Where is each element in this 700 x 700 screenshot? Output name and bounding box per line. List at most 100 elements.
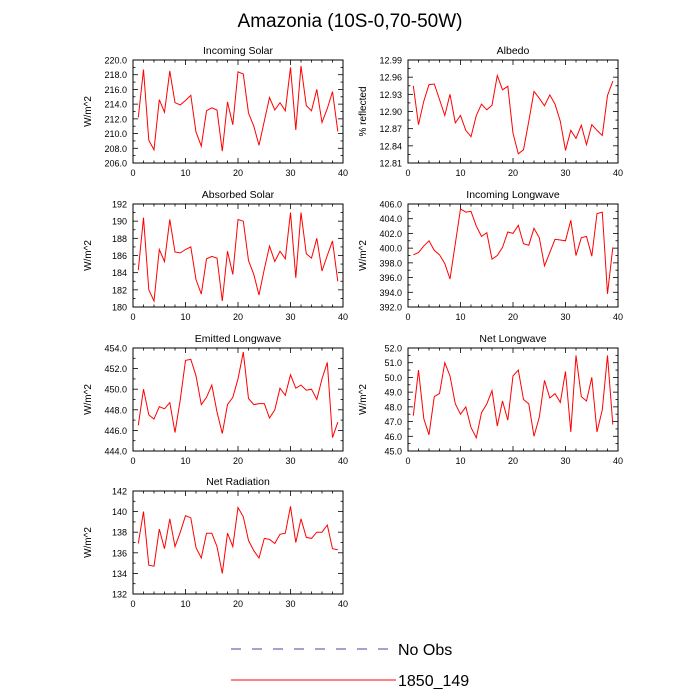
net-longwave-ytick-label: 49.0	[384, 388, 402, 398]
incoming-longwave-ytick-label: 400.0	[379, 244, 402, 254]
net-radiation-ytick-label: 138	[112, 528, 127, 538]
legend-label-1850-149: 1850_149	[398, 673, 469, 690]
net-longwave-ytick-label: 46.0	[384, 432, 402, 442]
emitted-longwave-title: Emitted Longwave	[195, 333, 282, 345]
incoming-longwave-xtick-label: 10	[455, 312, 465, 322]
emitted-longwave-ytick-label: 446.0	[104, 426, 127, 436]
incoming-solar-ytick-label: 216.0	[104, 85, 127, 95]
albedo-xtick-label: 40	[613, 168, 623, 178]
panel-incoming-solar: Incoming Solar W/m^2 0 10 20 30 40 206.0 208.0 21…	[83, 45, 348, 178]
incoming-longwave-title: Incoming Longwave	[466, 189, 560, 201]
net-radiation-ytick-label: 132	[112, 590, 127, 600]
net-radiation-xtick-label: 10	[180, 599, 190, 609]
incoming-longwave-xtick-label: 0	[405, 312, 410, 322]
net-radiation-ytick-label: 142	[112, 487, 127, 497]
incoming-longwave-xtick-label: 30	[560, 312, 570, 322]
legend-label-no-obs: No Obs	[398, 642, 452, 659]
incoming-solar-ylabel: W/m^2	[83, 96, 94, 127]
figure-title: Amazonia (10S-0,70-50W)	[238, 11, 463, 32]
net-radiation-xtick-label: 20	[233, 599, 243, 609]
absorbed-solar-xtick-label: 10	[180, 312, 190, 322]
incoming-solar-xtick-label: 10	[180, 168, 190, 178]
incoming-solar-ytick-label: 218.0	[104, 70, 127, 80]
net-longwave-xtick-label: 20	[508, 456, 518, 466]
incoming-solar-xtick-label: 20	[233, 168, 243, 178]
absorbed-solar-ytick-label: 186	[112, 251, 127, 261]
net-radiation-series-1850-149	[137, 505, 338, 574]
incoming-longwave-ytick-label: 394.0	[379, 288, 402, 298]
albedo-xtick-label: 10	[455, 168, 465, 178]
incoming-longwave-xtick-label: 20	[508, 312, 518, 322]
incoming-longwave-ytick-label: 404.0	[379, 214, 402, 224]
albedo-title: Albedo	[497, 45, 530, 57]
absorbed-solar-series-1850-149	[137, 212, 339, 303]
panel-albedo: Albedo % reflected 0 10 20 30 40 12.81 12.84 12.8…	[358, 45, 623, 178]
emitted-longwave-ytick-label: 454.0	[104, 344, 127, 354]
emitted-longwave-frame	[132, 347, 344, 452]
net-longwave-xtick-label: 0	[405, 456, 410, 466]
albedo-ytick-label: 12.99	[379, 56, 402, 66]
net-longwave-series-1850-149	[412, 355, 614, 440]
absorbed-solar-ytick-label: 192	[112, 200, 127, 210]
incoming-longwave-ytick-label: 398.0	[379, 258, 402, 268]
emitted-longwave-ytick-label: 450.0	[104, 385, 127, 395]
net-longwave-xtick-label: 40	[613, 456, 623, 466]
albedo-xtick-label: 0	[405, 168, 410, 178]
incoming-solar-title: Incoming Solar	[203, 45, 274, 57]
net-longwave-ytick-label: 45.0	[384, 447, 402, 457]
albedo-xtick-label: 20	[508, 168, 518, 178]
absorbed-solar-xtick-label: 20	[233, 312, 243, 322]
net-longwave-ylabel: W/m^2	[358, 384, 369, 415]
incoming-longwave-series-1850-149	[413, 208, 614, 294]
absorbed-solar-xtick-label: 0	[130, 312, 135, 322]
albedo-xtick-label: 30	[560, 168, 570, 178]
albedo-ytick-label: 12.87	[379, 124, 402, 134]
legend: No Obs 1850_149	[231, 642, 469, 690]
albedo-ytick-label: 12.81	[379, 159, 402, 169]
net-radiation-xtick-label: 0	[130, 599, 135, 609]
albedo-frame	[407, 59, 619, 164]
net-radiation-frame	[132, 490, 344, 595]
incoming-solar-xtick-label: 0	[130, 168, 135, 178]
emitted-longwave-ytick-label: 448.0	[104, 405, 127, 415]
net-longwave-title: Net Longwave	[479, 333, 546, 345]
absorbed-solar-xtick-label: 40	[338, 312, 348, 322]
absorbed-solar-xtick-label: 30	[285, 312, 295, 322]
emitted-longwave-xtick-label: 10	[180, 456, 190, 466]
net-longwave-ytick-label: 51.0	[384, 358, 402, 368]
panel-incoming-longwave: Incoming Longwave W/m^2 0 10 20 30 40 392.0 394.…	[358, 189, 623, 322]
net-longwave-ytick-label: 50.0	[384, 373, 402, 383]
absorbed-solar-ytick-label: 182	[112, 285, 127, 295]
incoming-solar-ytick-label: 220.0	[104, 56, 127, 66]
emitted-longwave-xtick-label: 30	[285, 456, 295, 466]
net-longwave-ytick-label: 52.0	[384, 344, 402, 354]
absorbed-solar-ytick-label: 180	[112, 303, 127, 313]
net-radiation-title: Net Radiation	[206, 476, 270, 488]
net-radiation-ytick-label: 136	[112, 548, 127, 558]
albedo-ytick-label: 12.84	[379, 141, 402, 151]
absorbed-solar-title: Absorbed Solar	[202, 189, 275, 201]
absorbed-solar-ytick-label: 188	[112, 234, 127, 244]
incoming-solar-ytick-label: 208.0	[104, 144, 127, 154]
incoming-longwave-xtick-label: 40	[613, 312, 623, 322]
incoming-solar-xtick-label: 40	[338, 168, 348, 178]
incoming-longwave-ytick-label: 402.0	[379, 229, 402, 239]
albedo-series-1850-149	[412, 73, 614, 155]
incoming-solar-ytick-label: 210.0	[104, 129, 127, 139]
emitted-longwave-ytick-label: 444.0	[104, 447, 127, 457]
net-radiation-ytick-label: 134	[112, 569, 127, 579]
panel-net-radiation: Net Radiation W/m^2 0 10 20 30 40 132 134 136 138 1…	[83, 476, 348, 609]
emitted-longwave-ytick-label: 452.0	[104, 364, 127, 374]
incoming-solar-ytick-label: 214.0	[104, 100, 127, 110]
panel-absorbed-solar: Absorbed Solar W/m^2 0 10 20 30 40 180 182 184 186…	[83, 189, 348, 322]
albedo-ytick-label: 12.90	[379, 107, 402, 117]
incoming-longwave-ytick-label: 396.0	[379, 273, 402, 283]
net-longwave-xtick-label: 10	[455, 456, 465, 466]
incoming-longwave-ytick-label: 406.0	[379, 200, 402, 210]
panel-emitted-longwave: Emitted Longwave W/m^2 0 10 20 30 40 444.0 446.0…	[83, 333, 348, 466]
net-radiation-xtick-label: 30	[285, 599, 295, 609]
emitted-longwave-xtick-label: 0	[130, 456, 135, 466]
emitted-longwave-xtick-label: 40	[338, 456, 348, 466]
incoming-solar-series-1850-149	[137, 65, 339, 152]
